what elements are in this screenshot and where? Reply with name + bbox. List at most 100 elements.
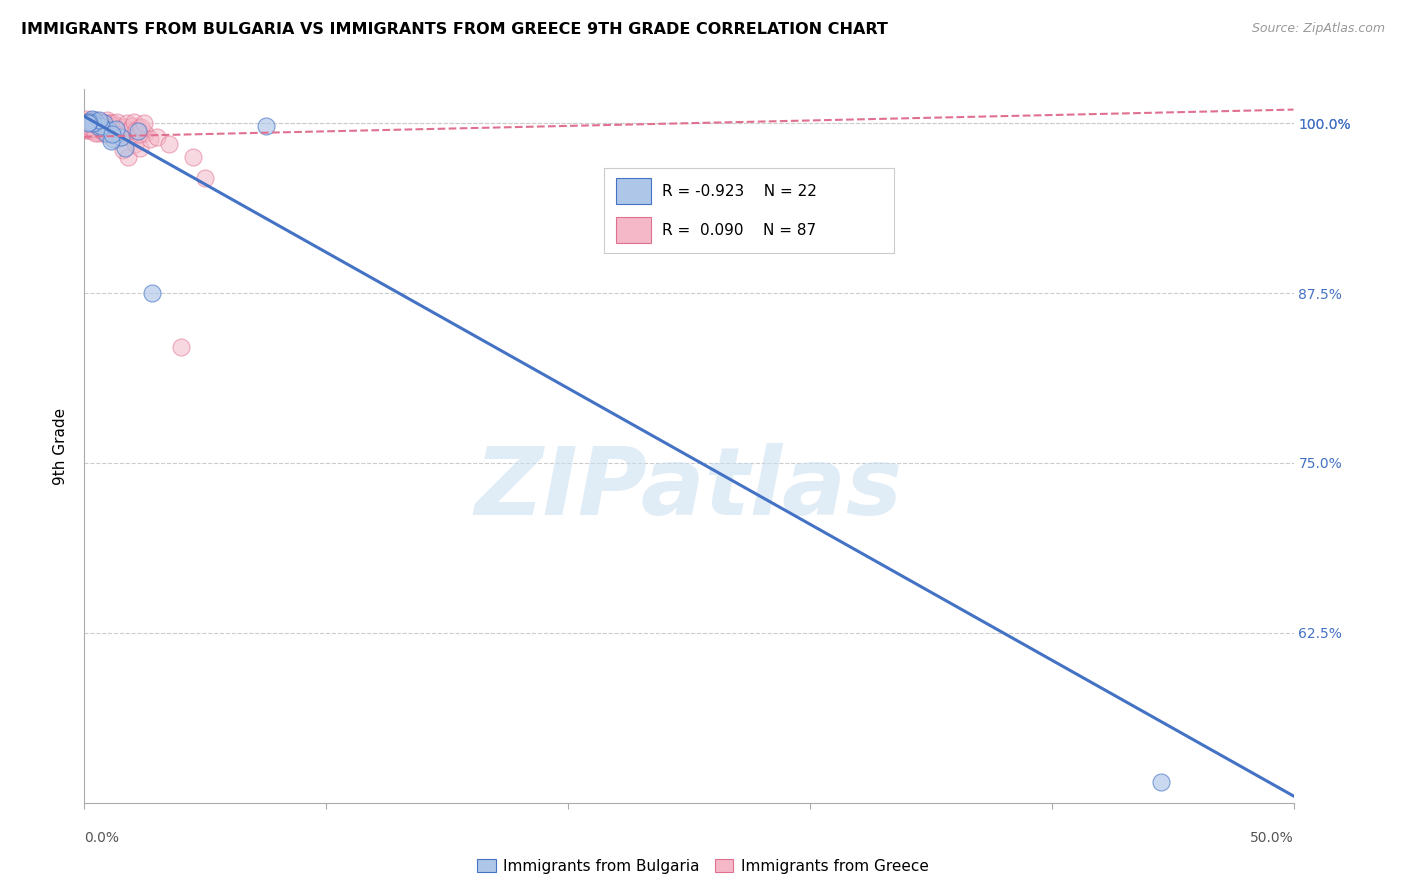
Point [86,115,108,129]
Point [86,123,108,137]
Point [110,129,132,144]
FancyBboxPatch shape [616,218,651,243]
Point [105,127,128,141]
Point [114,127,136,141]
Point [105,115,128,129]
Point [129,120,152,135]
Point [104,119,127,133]
Text: 0.0%: 0.0% [84,831,120,846]
Point [86,119,108,133]
Text: IMMIGRANTS FROM BULGARIA VS IMMIGRANTS FROM GREECE 9TH GRADE CORRELATION CHART: IMMIGRANTS FROM BULGARIA VS IMMIGRANTS F… [21,22,889,37]
Point [127,120,149,135]
Point [181,150,204,164]
Point [104,120,127,135]
Point [120,129,142,144]
Point [98,116,121,130]
Point [104,123,127,137]
Point [90,116,112,130]
Point [107,132,129,146]
Point [93,124,115,138]
Point [103,132,125,146]
Point [79,123,101,137]
Point [76,112,98,127]
Point [124,136,146,151]
Point [114,141,136,155]
Text: 50.0%: 50.0% [1250,831,1294,846]
Point [89,115,111,129]
Point [141,286,163,301]
Point [94,126,117,140]
Point [89,123,111,137]
Point [86,126,108,140]
Point [84,113,107,128]
Point [127,124,149,138]
Point [93,116,115,130]
Point [82,116,104,130]
Point [91,123,114,137]
Point [82,119,104,133]
Point [80,118,103,132]
Text: ZIPatlas: ZIPatlas [475,442,903,535]
Point [98,121,121,136]
Point [91,115,114,129]
Point [87,120,110,135]
Point [121,123,143,137]
Point [84,120,107,135]
Point [82,121,104,136]
Point [96,123,118,137]
Point [96,120,118,135]
Point [83,124,105,138]
Point [117,150,139,164]
Point [77,116,100,130]
Point [89,115,111,129]
Point [90,118,112,132]
Point [91,119,114,133]
Point [96,113,118,128]
Point [101,119,124,133]
Point [87,113,110,128]
Point [97,116,120,130]
Point [82,116,104,130]
Point [84,126,107,140]
Point [110,123,132,137]
Point [79,113,101,128]
Point [138,132,160,146]
Point [122,115,145,129]
Legend: Immigrants from Bulgaria, Immigrants from Greece: Immigrants from Bulgaria, Immigrants fro… [471,853,935,880]
Point [90,119,112,133]
Point [86,119,108,133]
Point [118,124,141,138]
Point [97,118,120,132]
Point [94,120,117,135]
Point [170,341,193,355]
Point [100,134,122,148]
Point [103,116,125,130]
Point [1149,775,1171,789]
Point [254,119,277,133]
Point [75,119,97,133]
Point [94,119,117,133]
Point [77,119,100,133]
Point [134,126,156,140]
Text: R = -0.923    N = 22: R = -0.923 N = 22 [662,184,817,199]
Point [77,123,100,137]
Point [77,115,100,129]
Point [108,123,131,137]
Point [129,141,152,155]
Point [83,116,105,130]
Point [100,126,122,140]
Point [80,116,103,130]
Point [111,127,134,141]
Text: Source: ZipAtlas.com: Source: ZipAtlas.com [1251,22,1385,36]
Point [87,120,110,135]
Point [115,116,138,130]
Point [94,126,117,140]
Point [125,123,148,137]
Point [80,112,103,127]
Point [157,136,180,151]
Point [112,144,135,158]
Point [76,123,98,137]
Point [104,121,127,136]
Point [101,124,124,138]
Point [132,116,155,130]
